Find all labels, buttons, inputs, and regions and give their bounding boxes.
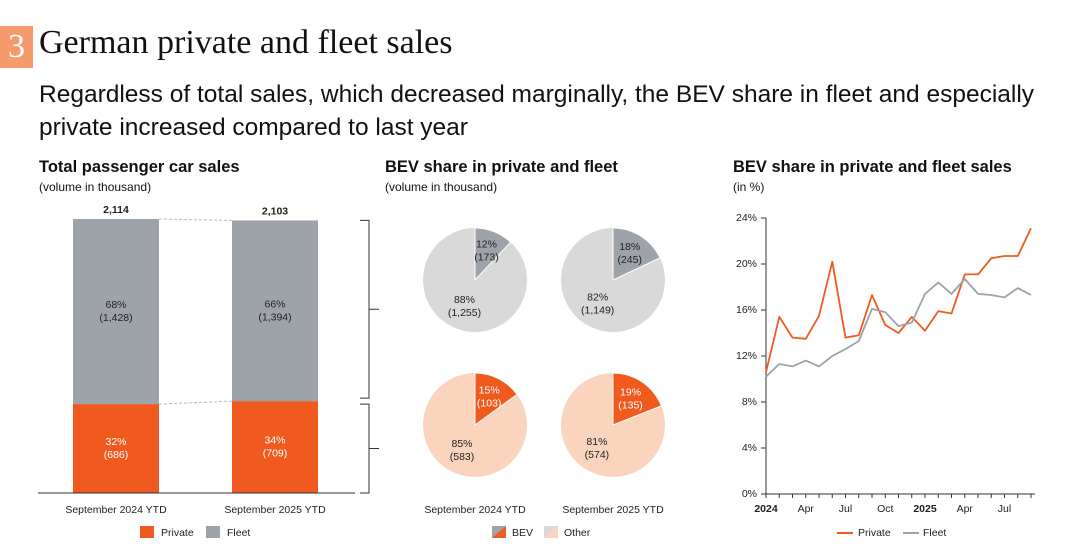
pie-bev-label-private-1: 19% (135) bbox=[618, 386, 643, 411]
legend-other-swatch-fleet bbox=[544, 526, 558, 538]
legend-line-private-label: Private bbox=[858, 527, 891, 539]
line-xtick-label-2: Jul bbox=[839, 503, 852, 515]
line-xtick-label-1: Apr bbox=[798, 503, 815, 515]
line-xtick-label-6: Jul bbox=[998, 503, 1011, 515]
bar-chart-subtitle: (volume in thousand) bbox=[39, 180, 152, 194]
pie-other-label-fleet-0: 88% (1,255) bbox=[448, 294, 481, 319]
brace-fleet bbox=[360, 219, 379, 399]
line-ytick-label-1: 4% bbox=[742, 442, 757, 454]
line-ytick-label-6: 24% bbox=[736, 212, 757, 224]
pie-bev-private-0 bbox=[474, 372, 518, 426]
pie-bev-label-fleet-1: 18% (245) bbox=[617, 241, 642, 266]
legend-fleet-swatch bbox=[206, 526, 220, 538]
line-ytick-label-5: 20% bbox=[736, 258, 757, 270]
pie-other-label-private-0: 85% (583) bbox=[450, 438, 475, 463]
bar-private-0 bbox=[73, 404, 159, 493]
legend-bev-label: BEV bbox=[512, 527, 533, 539]
bar-category-label-0: September 2024 YTD bbox=[65, 504, 167, 516]
line-xtick-label-0: 2024 bbox=[754, 503, 778, 515]
line-ytick-label-4: 16% bbox=[736, 304, 757, 316]
line-chart-title: BEV share in private and fleet sales bbox=[733, 158, 1012, 176]
pie-other-label-fleet-1: 82% (1,149) bbox=[581, 291, 614, 316]
line-xtick-label-3: Oct bbox=[877, 503, 893, 515]
legend-bev-swatch-fleet bbox=[492, 526, 506, 538]
bar-connector-mid bbox=[158, 400, 233, 405]
bar-fleet-label-0: 68% (1,428) bbox=[99, 299, 132, 324]
pie-chart-title: BEV share in private and fleet bbox=[385, 158, 618, 176]
legend-private-label: Private bbox=[161, 527, 194, 539]
pie-category-label-0: September 2024 YTD bbox=[424, 504, 526, 516]
brace-private bbox=[360, 403, 379, 494]
line-xtick-label-4: 2025 bbox=[913, 503, 937, 515]
legend-line-fleet-label: Fleet bbox=[923, 527, 946, 539]
page-subtitle: Regardless of total sales, which decreas… bbox=[39, 81, 1035, 141]
pie-chart-subtitle: (volume in thousand) bbox=[385, 180, 498, 194]
line-chart-subtitle: (in %) bbox=[733, 180, 765, 194]
bar-fleet-0 bbox=[73, 219, 159, 405]
line-series-private bbox=[765, 227, 1032, 373]
bar-private-1 bbox=[232, 401, 318, 493]
pie-bev-label-private-0: 15% (103) bbox=[477, 384, 502, 409]
legend-other-label: Other bbox=[564, 527, 591, 539]
page-title: German private and fleet sales bbox=[39, 24, 453, 61]
pie-other-label-private-1: 81% (574) bbox=[585, 436, 610, 461]
bar-private-label-1: 34% (709) bbox=[263, 434, 288, 459]
legend-fleet-label: Fleet bbox=[227, 527, 250, 539]
line-ytick-label-0: 0% bbox=[742, 488, 757, 500]
section-number: 3 bbox=[0, 26, 33, 68]
pie-bev-fleet-1 bbox=[612, 227, 661, 281]
bar-fleet-label-1: 66% (1,394) bbox=[258, 298, 291, 323]
legend-private-swatch bbox=[140, 526, 154, 538]
bar-connector-top bbox=[158, 218, 233, 221]
bar-private-label-0: 32% (686) bbox=[104, 436, 129, 461]
bar-fleet-1 bbox=[232, 220, 318, 402]
pie-bev-private-1 bbox=[612, 372, 662, 426]
pie-category-label-1: September 2025 YTD bbox=[562, 504, 664, 516]
bar-total-label-1: 2,103 bbox=[262, 205, 288, 217]
line-series-fleet bbox=[765, 278, 1032, 378]
line-xtick-label-5: Apr bbox=[957, 503, 974, 515]
bar-total-label-0: 2,114 bbox=[103, 204, 129, 216]
line-ytick-label-2: 8% bbox=[742, 396, 757, 408]
bar-category-label-1: September 2025 YTD bbox=[224, 504, 326, 516]
pie-bev-label-fleet-0: 12% (173) bbox=[474, 238, 499, 263]
pie-bev-fleet-0 bbox=[474, 227, 512, 282]
line-ytick-label-3: 12% bbox=[736, 350, 757, 362]
bar-chart-title: Total passenger car sales bbox=[39, 158, 240, 176]
